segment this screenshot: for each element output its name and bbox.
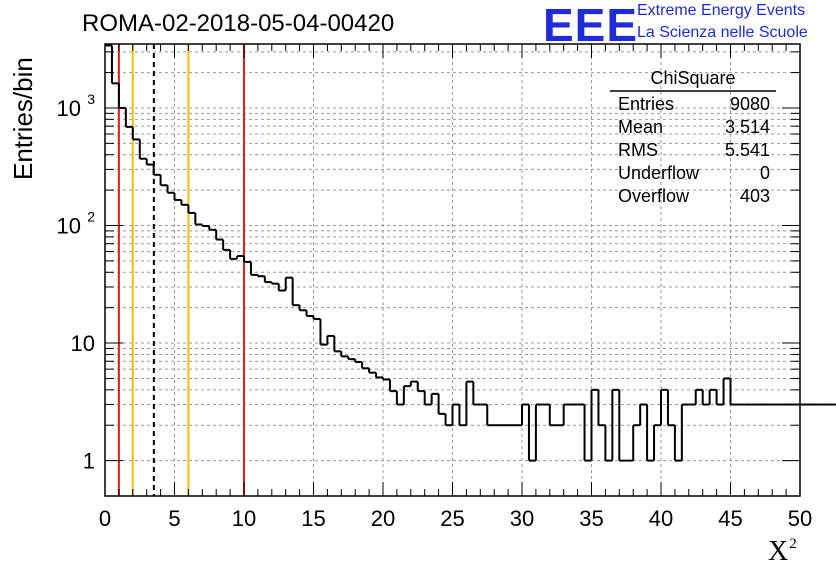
eee-logo: EEE — [543, 0, 639, 51]
run-title: ROMA-02-2018-05-04-00420 — [82, 10, 395, 37]
axes: 0 5 10 15 20 25 30 35 40 45 50 1 10 10 2 10 3 — [57, 43, 812, 531]
x-axis-label: X2 — [768, 536, 797, 568]
x-tick-label: 30 — [510, 506, 534, 531]
y-tick-label: 10 — [57, 96, 81, 121]
histogram-series — [105, 44, 836, 462]
grid — [105, 44, 800, 496]
y-axis-label: Entries/bin — [8, 57, 38, 180]
y-tick-label: 1 — [83, 449, 95, 474]
stats-title: ChiSquare — [650, 68, 735, 88]
y-tick-exponent: 2 — [87, 209, 95, 225]
stats-row-label: Overflow — [618, 186, 690, 206]
logo-line-1: Extreme Energy Events — [637, 2, 806, 19]
x-tick-label: 45 — [718, 506, 742, 531]
x-tick-label: 25 — [440, 506, 464, 531]
logo-line-2: La Scienza nelle Scuole — [637, 24, 808, 41]
x-tick-label: 0 — [99, 506, 111, 531]
stats-row-value: 0 — [760, 163, 770, 183]
x-axis-label-base: X — [768, 536, 789, 567]
y-tick-label: 10 — [71, 331, 95, 356]
stats-row-label: Entries — [618, 94, 674, 114]
y-tick-label: 10 — [57, 214, 81, 239]
stats-row-value: 9080 — [730, 94, 770, 114]
y-tick-exponent: 3 — [87, 91, 95, 107]
x-tick-label: 10 — [232, 506, 256, 531]
stats-row-value: 5.541 — [725, 140, 770, 160]
stats-row-value: 403 — [740, 186, 770, 206]
stats-row-label: RMS — [618, 140, 658, 160]
stats-box: ChiSquare Entries 9080 Mean 3.514 RMS 5.541 Und… — [610, 68, 776, 206]
x-tick-label: 15 — [301, 506, 325, 531]
x-tick-label: 40 — [649, 506, 673, 531]
x-tick-label: 35 — [579, 506, 603, 531]
x-axis-label-sup: 2 — [789, 536, 797, 552]
stats-row-value: 3.514 — [725, 117, 770, 137]
x-tick-label: 5 — [168, 506, 180, 531]
x-tick-label: 20 — [371, 506, 395, 531]
x-tick-label: 50 — [788, 506, 812, 531]
stats-row-label: Mean — [618, 117, 663, 137]
stats-row-label: Underflow — [618, 163, 700, 183]
reference-lines — [117, 44, 245, 496]
